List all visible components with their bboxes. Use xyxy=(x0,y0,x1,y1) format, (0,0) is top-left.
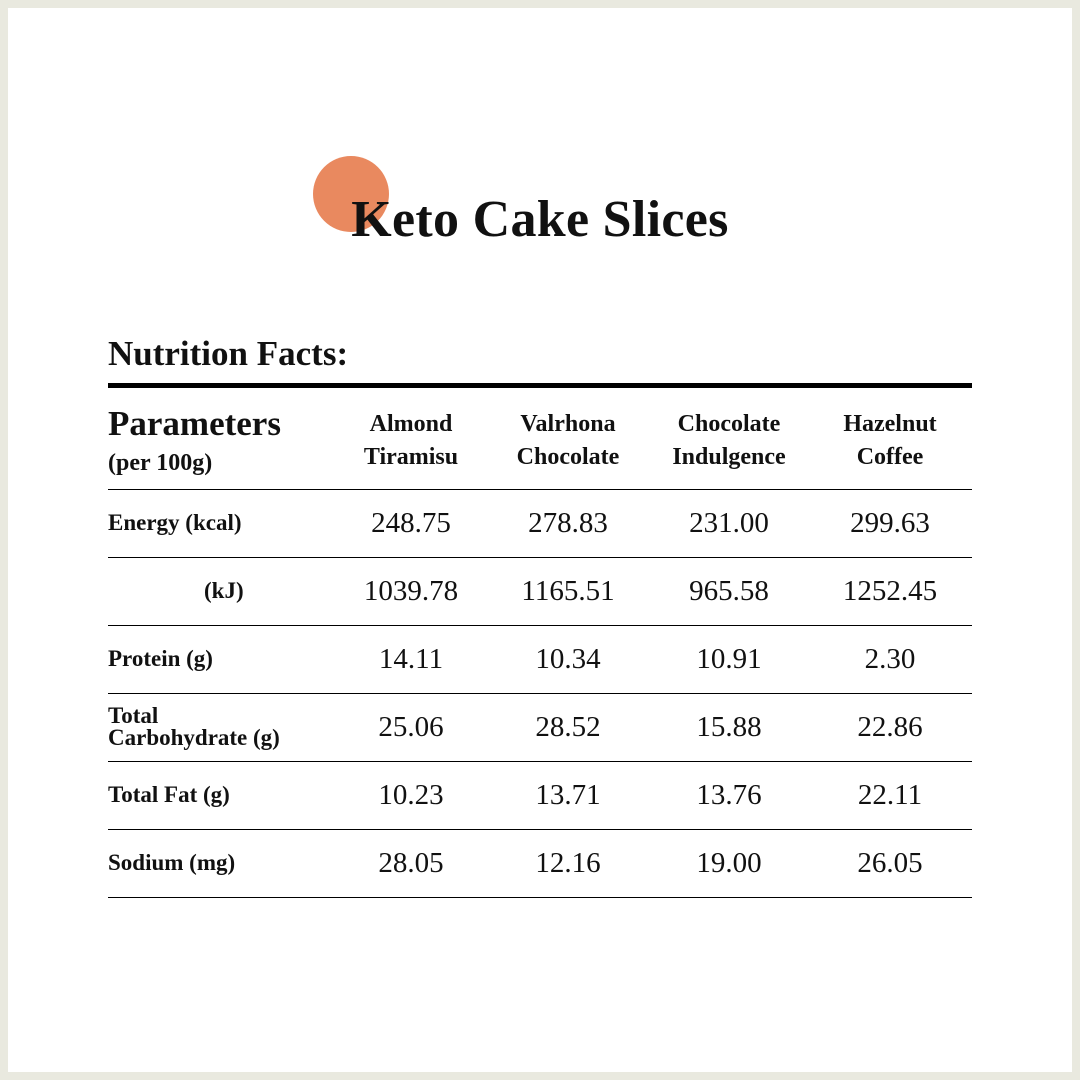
table-row-total-fat: Total Fat (g) 10.23 13.71 13.76 22.11 xyxy=(108,762,972,830)
table-cell: 10.91 xyxy=(696,643,762,675)
table-cell: 1252.45 xyxy=(842,575,938,607)
table-cell: 22.11 xyxy=(857,779,923,811)
table-cell: 15.88 xyxy=(696,711,762,743)
table-cell: 248.75 xyxy=(371,507,451,539)
table-cell: 10.34 xyxy=(535,643,601,675)
row-label: Total Fat (g) xyxy=(108,782,230,807)
column-header-line: Indulgence xyxy=(672,444,786,470)
table-cell: 1039.78 xyxy=(363,575,459,607)
table-row-energy-kj: (kJ) 1039.78 1165.51 965.58 1252.45 xyxy=(108,558,972,626)
table-cell: 1165.51 xyxy=(521,575,615,607)
table-cell: 12.16 xyxy=(535,847,601,879)
column-header-valrhona-chocolate: Valrhona Chocolate xyxy=(488,408,648,474)
row-label-line: Carbohydrate (g) xyxy=(108,725,280,750)
column-header-line: Almond xyxy=(369,411,453,437)
table-cell: 22.86 xyxy=(857,711,923,743)
column-header-hazelnut-coffee: Hazelnut Coffee xyxy=(810,408,970,474)
parameters-header: Parameters xyxy=(108,404,281,443)
table-row-energy-kcal: Energy (kcal) 248.75 278.83 231.00 299.6… xyxy=(108,490,972,558)
row-label: Sodium (mg) xyxy=(108,850,236,875)
table-cell: 19.00 xyxy=(696,847,762,879)
table-cell: 28.52 xyxy=(535,711,601,743)
column-header-line: Hazelnut xyxy=(843,411,937,437)
column-header-line: Chocolate xyxy=(677,411,781,437)
row-label: Protein (g) xyxy=(108,646,213,671)
column-header-line: Coffee xyxy=(856,444,924,470)
table-row-protein: Protein (g) 14.11 10.34 10.91 2.30 xyxy=(108,626,972,694)
table-cell: 10.23 xyxy=(378,779,444,811)
table-cell: 25.06 xyxy=(378,711,444,743)
accent-dot xyxy=(313,156,389,232)
row-label: Energy (kcal) xyxy=(108,510,242,535)
table-cell: 13.71 xyxy=(535,779,601,811)
parameters-subheader: (per 100g) xyxy=(108,450,213,476)
row-label: Total Carbohydrate (g) xyxy=(108,694,280,760)
column-header-chocolate-indulgence: Chocolate Indulgence xyxy=(649,408,809,474)
table-cell: 2.30 xyxy=(864,643,916,675)
table-row-sodium: Sodium (mg) 28.05 12.16 19.00 26.05 xyxy=(108,830,972,898)
table-cell: 278.83 xyxy=(528,507,608,539)
page-card xyxy=(8,8,1072,1072)
table-cell: 13.76 xyxy=(696,779,762,811)
column-header-line: Chocolate xyxy=(516,444,620,470)
table-cell: 965.58 xyxy=(689,575,769,607)
column-header-line: Tiramisu xyxy=(363,444,459,470)
column-header-almond-tiramisu: Almond Tiramisu xyxy=(331,408,491,474)
table-cell: 231.00 xyxy=(689,507,769,539)
table-row-total-carbohydrate: Total Carbohydrate (g) 25.06 28.52 15.88… xyxy=(108,694,972,762)
section-heading: Nutrition Facts: xyxy=(108,334,349,373)
table-cell: 14.11 xyxy=(378,643,444,675)
page-title: Keto Cake Slices xyxy=(351,191,729,248)
table-cell: 299.63 xyxy=(850,507,930,539)
row-label: (kJ) xyxy=(204,578,244,603)
table-header: Parameters (per 100g) Almond Tiramisu Va… xyxy=(108,388,972,490)
column-header-line: Valrhona xyxy=(520,411,616,437)
table-cell: 28.05 xyxy=(378,847,444,879)
table-cell: 26.05 xyxy=(857,847,923,879)
heavy-divider xyxy=(108,383,972,388)
row-label-line: Total xyxy=(108,703,159,728)
